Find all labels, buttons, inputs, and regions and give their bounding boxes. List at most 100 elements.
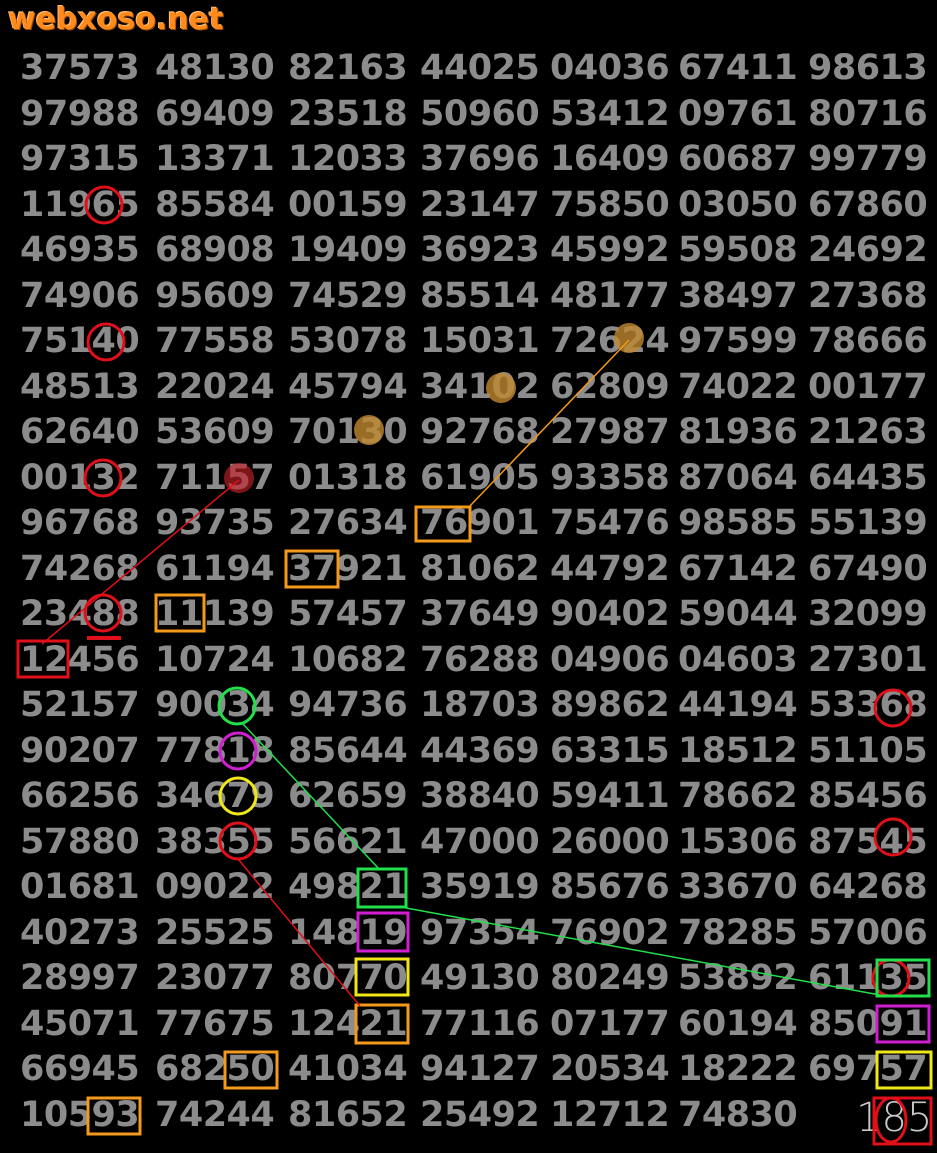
grid-area: 37573 48130 82163 44025 04036 67411 98613 97988… — [0, 40, 937, 1153]
number-cell: 64268 — [808, 867, 928, 907]
red-connector-line — [41, 479, 240, 645]
number-cell: 01681 — [20, 867, 140, 907]
orange-box-marker — [284, 549, 340, 589]
number-cell: 37573 — [20, 48, 140, 88]
number-cell: 93358 — [550, 457, 670, 498]
red-circle-marker — [83, 593, 123, 633]
number-cell: 78285 — [678, 912, 798, 953]
number-cell: 85676 — [550, 867, 670, 907]
number-cell: 09761 — [678, 93, 798, 134]
number-cell: 75476 — [550, 503, 670, 543]
number-cell: 11965 — [20, 184, 140, 225]
number-cell: 18222 — [678, 1049, 798, 1089]
number-cell: 04603 — [678, 639, 798, 680]
number-cell: 44792 — [550, 548, 670, 589]
number-cell: 74268 — [20, 548, 140, 589]
orange-box-marker — [86, 1096, 142, 1136]
number-cell: 77675 — [155, 1003, 275, 1044]
number-cell: 10682 — [288, 639, 408, 680]
red-circle-marker — [874, 1096, 908, 1144]
number-cell: 23077 — [155, 958, 275, 998]
red-circle-marker — [86, 322, 126, 362]
orange-dot-marker — [354, 415, 384, 445]
orange-box-marker — [154, 593, 206, 633]
number-cell: 62640 — [20, 412, 140, 452]
number-cell: 67490 — [808, 548, 928, 589]
number-cell: 40273 — [20, 912, 140, 953]
number-cell: 34102 — [420, 366, 540, 407]
number-cell: 48513 — [20, 366, 140, 407]
number-cell: 49130 — [420, 958, 540, 998]
red-connector-line — [237, 858, 361, 1007]
number-cell: 59508 — [678, 230, 798, 270]
number-cell: 68908 — [155, 230, 275, 270]
number-cell: 53609 — [155, 412, 275, 452]
number-cell: 66945 — [20, 1049, 140, 1089]
red-circle-marker — [873, 817, 913, 857]
green-connector-line — [405, 907, 881, 996]
number-cell: 10724 — [155, 639, 275, 680]
number-cell: 55139 — [808, 503, 928, 543]
number-cell: 22024 — [155, 366, 275, 407]
number-cell: 97988 — [20, 93, 140, 134]
number-cell: 67411 — [678, 48, 798, 88]
number-cell: 49821 — [288, 867, 408, 907]
number-cell: 63315 — [550, 730, 670, 771]
number-cell: 82163 — [288, 48, 408, 88]
number-cell: 97315 — [20, 139, 140, 179]
magenta-box-marker — [356, 911, 410, 953]
number-cell: 76288 — [420, 639, 540, 680]
number-cell: 98613 — [808, 48, 928, 88]
number-cell: 74906 — [20, 275, 140, 316]
number-cell: 62809 — [550, 366, 670, 407]
number-cell: 45071 — [20, 1003, 140, 1044]
number-cell: 09022 — [155, 867, 275, 907]
number-cell: 18512 — [678, 730, 798, 771]
number-cell: 99779 — [808, 139, 928, 179]
number-cell: 48130 — [155, 48, 275, 88]
number-cell: 72624 — [550, 321, 670, 361]
green-connector-line — [242, 723, 381, 871]
orange-connector-line — [467, 339, 630, 509]
number-cell: 15031 — [420, 321, 540, 361]
yellow-box-marker — [354, 957, 410, 997]
orange-box-marker — [223, 1050, 279, 1090]
number-cell: 97599 — [678, 321, 798, 361]
number-cell: 80716 — [808, 93, 928, 134]
number-cell: 81936 — [678, 412, 798, 452]
number-cell: 47000 — [420, 821, 540, 862]
number-cell: 85456 — [808, 776, 928, 816]
number-cell: 78666 — [808, 321, 928, 361]
number-cell: 51105 — [808, 730, 928, 771]
number-cell: 56621 — [288, 821, 408, 862]
number-cell: 27987 — [550, 412, 670, 452]
number-cell: 85584 — [155, 184, 275, 225]
number-cell: 97354 — [420, 912, 540, 953]
number-cell: 57880 — [20, 821, 140, 862]
number-cell: 38840 — [420, 776, 540, 816]
yellow-box-marker — [875, 1050, 933, 1090]
number-cell: 57457 — [288, 594, 408, 634]
number-cell: 36923 — [420, 230, 540, 270]
orange-box-marker — [414, 505, 472, 543]
number-cell: 04906 — [550, 639, 670, 680]
number-cell: 23518 — [288, 93, 408, 134]
orange-dot-marker — [486, 373, 516, 403]
number-cell: 64435 — [808, 457, 928, 498]
number-cell: 52157 — [20, 685, 140, 725]
number-cell: 61905 — [420, 457, 540, 498]
red-circle-marker — [218, 821, 258, 861]
number-cell: 48177 — [550, 275, 670, 316]
green-box-marker — [875, 958, 931, 998]
number-cell: 41034 — [288, 1049, 408, 1089]
number-cell: 46935 — [20, 230, 140, 270]
number-cell: 45992 — [550, 230, 670, 270]
number-cell: 78662 — [678, 776, 798, 816]
number-cell: 74022 — [678, 366, 798, 407]
number-cell: 12033 — [288, 139, 408, 179]
number-cell: 33670 — [678, 867, 798, 907]
number-cell: 45794 — [288, 366, 408, 407]
number-cell: 53412 — [550, 93, 670, 134]
number-cell: 16409 — [550, 139, 670, 179]
